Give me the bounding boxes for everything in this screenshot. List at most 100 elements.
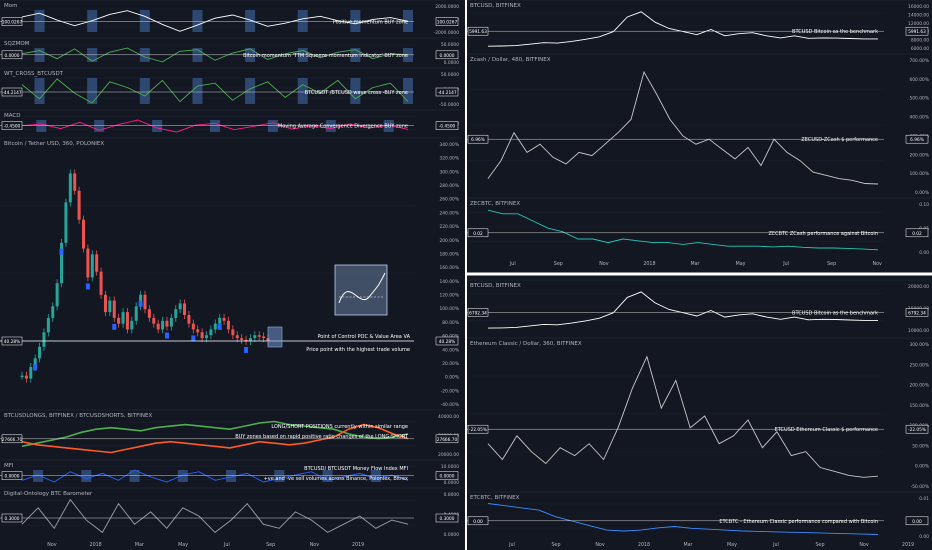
buy-zone-marker: [226, 470, 237, 482]
buy-zone-marker: [139, 10, 150, 32]
panel-title: MACD: [4, 113, 21, 119]
candle-body: [139, 294, 143, 307]
y-tick-label: 240.00%: [439, 210, 459, 216]
x-tick-label: 2018: [643, 261, 655, 267]
last-value-label-right: -44.2147: [437, 90, 457, 96]
y-tick-label: 150.00%: [909, 403, 929, 409]
buy-zone-marker: [129, 470, 140, 482]
x-tick-label: Mar: [135, 542, 144, 548]
last-value-label-right: -0.4500: [439, 124, 456, 130]
candle-body: [60, 242, 64, 284]
candle-body: [99, 271, 103, 295]
buy-zone-marker: [192, 10, 203, 32]
candle-body: [42, 332, 46, 347]
y-tick-label: 700.00%: [909, 58, 929, 64]
panel-title: Ethereum Classic / Dollar, 360, BITFINEX: [470, 341, 582, 347]
candle-body: [187, 314, 191, 324]
last-value-badge: [1, 87, 23, 97]
candle-body: [156, 323, 160, 330]
series-line-0: [487, 11, 878, 47]
y-tick-label: -50.00%: [911, 484, 929, 490]
panel-title: BTCUSD, BITFINEX: [470, 3, 521, 9]
y-tick-label: 50.0000: [441, 42, 459, 48]
series-line-0: [487, 291, 878, 329]
y-tick-label: 340.00%: [439, 142, 459, 148]
x-tick-label: Sep: [827, 261, 836, 267]
x-tick-label: Sep: [266, 542, 275, 548]
candle-body: [134, 306, 138, 321]
x-tick-label: May: [736, 261, 746, 267]
last-value-badge: [467, 424, 489, 434]
series-line-0: [21, 469, 409, 483]
annotation-label: Point of Control POC & Value Area VA: [317, 334, 410, 340]
signal-marker: [59, 248, 64, 255]
last-value-badge: [1, 471, 23, 480]
y-tick-label: 80.00%: [442, 320, 459, 326]
last-value-badge: [467, 516, 489, 526]
candle-body: [226, 320, 230, 330]
candle-body: [213, 323, 217, 330]
panel-title: Mom: [4, 3, 17, 9]
candle-body: [95, 254, 99, 272]
candle-body: [55, 283, 59, 307]
candle-body: [64, 202, 68, 243]
last-value-badge: [1, 17, 23, 26]
last-value-label-right: 6792.34: [908, 310, 926, 316]
series-line-0: [487, 503, 879, 535]
annotation-label: BTCUSD/ BTCUSDT Money Flow Index MFI: [304, 466, 408, 472]
panel-zecbtc: ZECBTC, BITFINEX0.100.050.000.020.02ZECB…: [466, 197, 932, 256]
signal-marker: [85, 283, 90, 290]
last-value-badge: [1, 121, 23, 130]
last-value-label-right: -22.05%: [908, 427, 926, 433]
candle-body: [253, 335, 257, 339]
y-tick-label: 220.00%: [439, 224, 459, 230]
buy-zone-marker: [322, 470, 333, 482]
last-value-label-right: 27666.70: [437, 437, 458, 443]
candle-body: [174, 309, 178, 318]
y-tick-label: 320.00%: [439, 156, 459, 162]
buy-zone-marker: [370, 470, 381, 482]
candle-body: [178, 303, 182, 310]
signal-marker: [217, 323, 222, 330]
candle-body: [244, 339, 248, 342]
buy-zone-marker: [177, 470, 188, 482]
annotation-label: +ve and -ve sell volumes across Binance,…: [264, 476, 408, 482]
buy-zone-marker: [152, 120, 163, 132]
last-value-badge-right: [905, 134, 929, 144]
y-tick-label: 280.00%: [439, 183, 459, 189]
annotation-label: ETCBTC - Ethereum Classic performance co…: [719, 519, 878, 525]
series-line-0: [21, 78, 409, 104]
y-tick-label: 2000.0000: [435, 4, 459, 10]
last-value-label: 100.0267: [2, 20, 23, 26]
y-tick-label: 500.00%: [909, 96, 929, 102]
y-tick-label: 12000.00: [908, 21, 929, 27]
buy-zone-marker: [350, 10, 361, 32]
candle-body: [125, 312, 129, 330]
signal-marker: [138, 300, 143, 307]
y-tick-label: 260.00%: [439, 197, 459, 203]
candle-body: [143, 294, 147, 310]
series-line-0: [21, 498, 409, 534]
last-value-label: 40.28%: [4, 339, 20, 345]
candle-body: [77, 190, 81, 220]
candle-body: [20, 375, 24, 378]
y-tick-label: 60.00%: [442, 334, 459, 340]
x-tick-label: May: [727, 542, 737, 548]
last-value-badge: [467, 228, 489, 238]
y-tick-label: -40.00%: [441, 402, 459, 408]
x-tick-label: 2018: [90, 542, 102, 548]
y-tick-label: 200.00%: [439, 238, 459, 244]
y-tick-label: 40000.00: [438, 414, 459, 420]
annotation-label: Bitcoin momentum 'TTM Squeeze momentum i…: [243, 53, 408, 59]
x-tick-label: Mar: [690, 261, 699, 267]
y-tick-label: 250.00%: [909, 362, 929, 368]
candle-body: [248, 338, 252, 341]
last-value-label: 0.3000: [4, 516, 19, 522]
candle-body: [205, 335, 208, 339]
candle-body: [82, 219, 85, 249]
y-tick-label: 0.8000: [444, 492, 460, 498]
buy-zone-marker: [94, 120, 105, 132]
candle-body: [161, 320, 165, 330]
last-value-label-right: 0.3000: [439, 516, 454, 522]
